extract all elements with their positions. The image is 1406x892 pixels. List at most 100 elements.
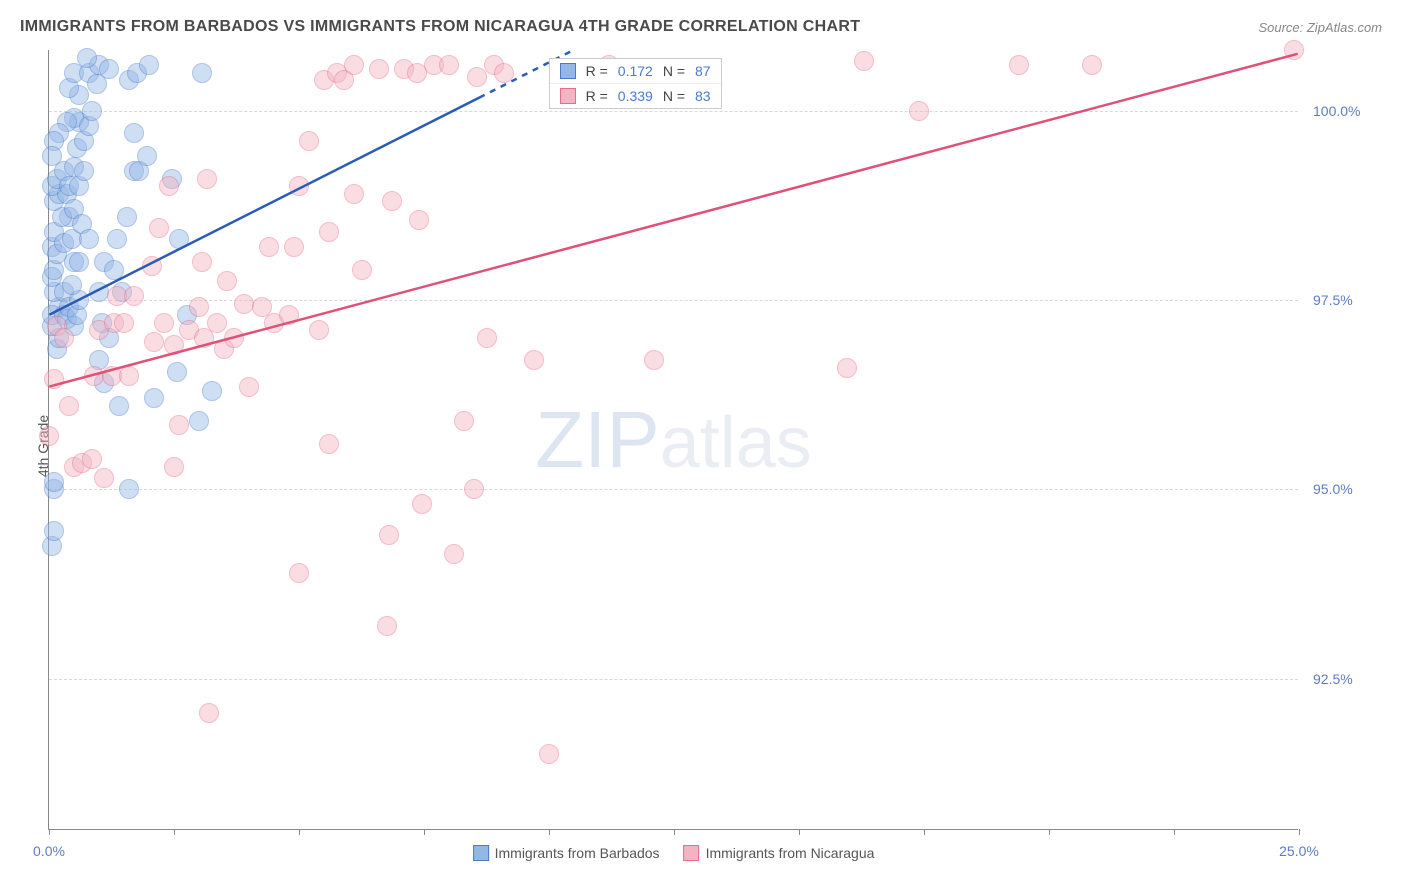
data-point: [494, 63, 514, 83]
data-point: [299, 131, 319, 151]
data-point: [202, 381, 222, 401]
data-point: [144, 332, 164, 352]
trend-line: [49, 98, 479, 315]
xtick: [674, 829, 675, 835]
data-point: [109, 396, 129, 416]
n-value: 87: [695, 63, 711, 79]
legend-swatch: [473, 845, 489, 861]
data-point: [379, 525, 399, 545]
data-point: [119, 366, 139, 386]
gridline: [49, 489, 1298, 490]
data-point: [189, 411, 209, 431]
data-point: [644, 350, 664, 370]
data-point: [289, 563, 309, 583]
plot-area: ZIPatlas R =0.172N =87R =0.339N =83 Immi…: [48, 50, 1298, 830]
data-point: [164, 335, 184, 355]
data-point: [444, 544, 464, 564]
ytick-label: 97.5%: [1313, 292, 1383, 308]
data-point: [62, 275, 82, 295]
data-point: [224, 328, 244, 348]
xtick: [1049, 829, 1050, 835]
r-value: 0.339: [618, 88, 653, 104]
data-point: [99, 59, 119, 79]
data-point: [167, 362, 187, 382]
legend-label: Immigrants from Barbados: [495, 845, 660, 861]
data-point: [409, 210, 429, 230]
xtick: [1174, 829, 1175, 835]
data-point: [377, 616, 397, 636]
data-point: [137, 146, 157, 166]
series-swatch: [560, 63, 576, 79]
data-point: [82, 449, 102, 469]
data-point: [124, 123, 144, 143]
data-point: [239, 377, 259, 397]
data-point: [837, 358, 857, 378]
data-point: [909, 101, 929, 121]
xtick-label: 25.0%: [1279, 843, 1319, 859]
xtick-label: 0.0%: [33, 843, 65, 859]
data-point: [39, 426, 59, 446]
chart-title: IMMIGRANTS FROM BARBADOS VS IMMIGRANTS F…: [20, 18, 860, 36]
data-point: [164, 457, 184, 477]
gridline: [49, 111, 1298, 112]
data-point: [107, 229, 127, 249]
data-point: [59, 396, 79, 416]
r-label: R =: [586, 63, 608, 79]
n-label: N =: [663, 88, 685, 104]
data-point: [42, 146, 62, 166]
data-point: [382, 191, 402, 211]
data-point: [344, 55, 364, 75]
data-point: [169, 415, 189, 435]
r-label: R =: [586, 88, 608, 104]
data-point: [259, 237, 279, 257]
legend-swatch: [684, 845, 700, 861]
data-point: [169, 229, 189, 249]
xtick: [174, 829, 175, 835]
data-point: [352, 260, 372, 280]
ytick-label: 95.0%: [1313, 481, 1383, 497]
xtick: [799, 829, 800, 835]
data-point: [69, 252, 89, 272]
data-point: [197, 169, 217, 189]
data-point: [77, 48, 97, 68]
data-point: [524, 350, 544, 370]
data-point: [44, 369, 64, 389]
data-point: [477, 328, 497, 348]
data-point: [454, 411, 474, 431]
xtick: [924, 829, 925, 835]
legend-item: Immigrants from Barbados: [473, 845, 660, 861]
data-point: [44, 472, 64, 492]
gridline: [49, 679, 1298, 680]
xtick: [424, 829, 425, 835]
data-point: [192, 252, 212, 272]
legend-item: Immigrants from Nicaragua: [684, 845, 875, 861]
xtick: [549, 829, 550, 835]
data-point: [189, 297, 209, 317]
series-swatch: [560, 88, 576, 104]
data-point: [539, 744, 559, 764]
n-value: 83: [695, 88, 711, 104]
data-point: [144, 388, 164, 408]
data-point: [1009, 55, 1029, 75]
data-point: [142, 256, 162, 276]
data-point: [139, 55, 159, 75]
n-label: N =: [663, 63, 685, 79]
data-point: [309, 320, 329, 340]
data-point: [117, 207, 137, 227]
data-point: [319, 434, 339, 454]
data-point: [54, 328, 74, 348]
xtick: [1299, 829, 1300, 835]
watermark-rest: atlas: [660, 402, 812, 484]
data-point: [467, 67, 487, 87]
data-point: [104, 260, 124, 280]
legend-label: Immigrants from Nicaragua: [706, 845, 875, 861]
data-point: [344, 184, 364, 204]
data-point: [854, 51, 874, 71]
data-point: [124, 286, 144, 306]
data-point: [284, 237, 304, 257]
data-point: [1284, 40, 1304, 60]
data-point: [119, 479, 139, 499]
ytick-label: 92.5%: [1313, 671, 1383, 687]
xtick: [299, 829, 300, 835]
data-point: [1082, 55, 1102, 75]
